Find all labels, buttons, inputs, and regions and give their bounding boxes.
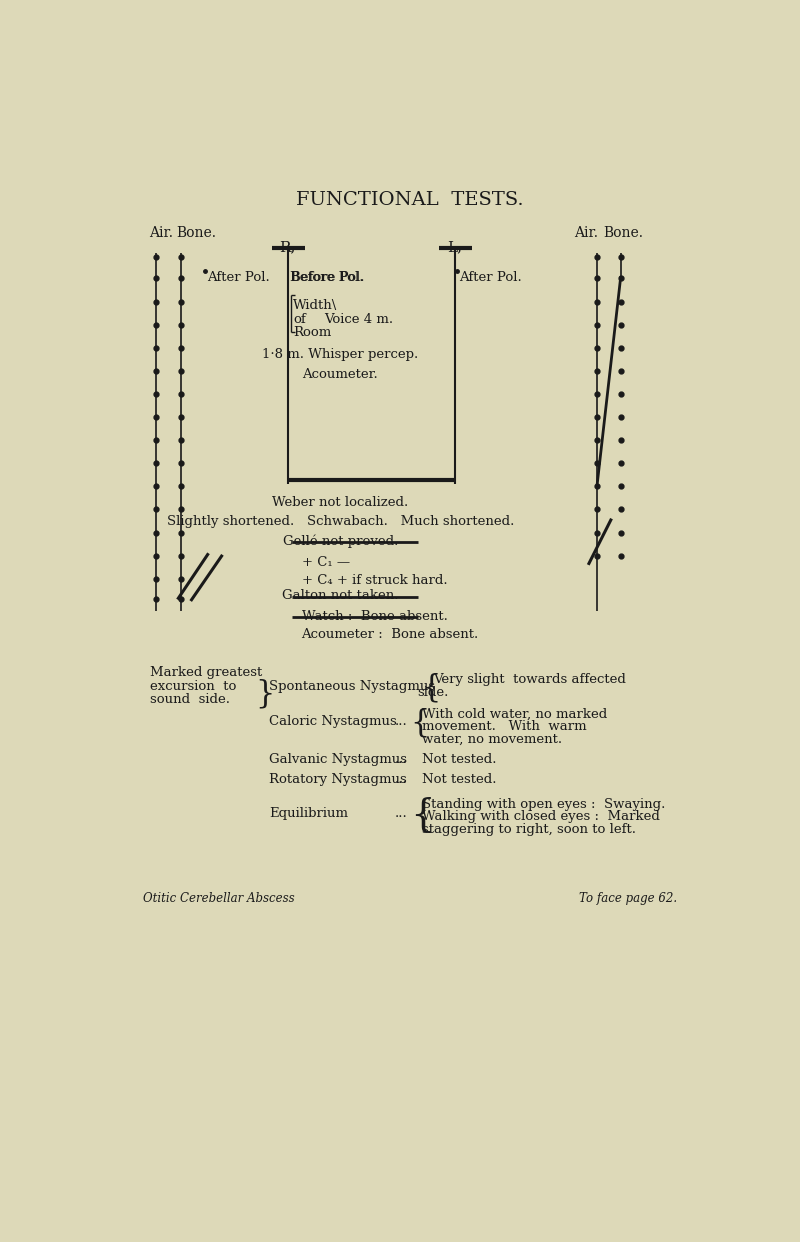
Text: Equilibrium: Equilibrium bbox=[269, 807, 348, 821]
Text: staggering to right, soon to left.: staggering to right, soon to left. bbox=[422, 822, 637, 836]
Text: Watch :  Bone absent.: Watch : Bone absent. bbox=[302, 610, 447, 622]
Text: L,: L, bbox=[447, 240, 462, 253]
Text: movement.   With  warm: movement. With warm bbox=[422, 720, 587, 733]
Text: Rotatory Nystagmus: Rotatory Nystagmus bbox=[269, 773, 406, 786]
Text: side.: side. bbox=[418, 687, 449, 699]
Text: {: { bbox=[410, 797, 434, 835]
Text: Air.: Air. bbox=[574, 226, 598, 240]
Text: ...: ... bbox=[394, 754, 407, 766]
Text: Before Pol.: Before Pol. bbox=[290, 271, 363, 283]
Text: {: { bbox=[410, 707, 430, 738]
Text: + C₄ + if struck hard.: + C₄ + if struck hard. bbox=[302, 574, 447, 587]
Text: }: } bbox=[255, 679, 274, 709]
Text: Very slight  towards affected: Very slight towards affected bbox=[434, 673, 626, 686]
Text: FUNCTIONAL  TESTS.: FUNCTIONAL TESTS. bbox=[296, 191, 524, 210]
Text: of: of bbox=[293, 313, 306, 327]
Text: Bone.: Bone. bbox=[603, 226, 643, 240]
Text: With cold water, no marked: With cold water, no marked bbox=[422, 708, 608, 722]
Text: After Pol.: After Pol. bbox=[207, 271, 270, 283]
Text: To face page 62.: To face page 62. bbox=[579, 892, 678, 905]
Text: R,: R, bbox=[279, 240, 296, 253]
Text: water, no movement.: water, no movement. bbox=[422, 733, 562, 745]
Text: Room: Room bbox=[293, 327, 331, 339]
Text: ...: ... bbox=[394, 807, 407, 821]
Text: Weber not localized.: Weber not localized. bbox=[272, 496, 408, 508]
Text: Gellé not proved.: Gellé not proved. bbox=[282, 534, 398, 548]
Text: Slightly shortened.   Schwabach.   Much shortened.: Slightly shortened. Schwabach. Much shor… bbox=[166, 514, 514, 528]
Text: 1·8 m. Whisper percep.: 1·8 m. Whisper percep. bbox=[262, 348, 418, 360]
Text: sound  side.: sound side. bbox=[150, 693, 230, 705]
Text: After Pol.: After Pol. bbox=[459, 271, 522, 283]
Text: Galton not taken.: Galton not taken. bbox=[282, 590, 398, 602]
Text: Bone.: Bone. bbox=[176, 226, 216, 240]
Text: Marked greatest: Marked greatest bbox=[150, 667, 262, 679]
Text: Spontaneous Nystagmus: Spontaneous Nystagmus bbox=[269, 679, 435, 693]
Text: Walking with closed eyes :  Marked: Walking with closed eyes : Marked bbox=[422, 811, 660, 823]
Text: + C₁ —: + C₁ — bbox=[302, 555, 350, 569]
Text: ...: ... bbox=[394, 715, 407, 728]
Text: Caloric Nystagmus: Caloric Nystagmus bbox=[269, 715, 397, 728]
Text: Otitic Cerebellar Abscess: Otitic Cerebellar Abscess bbox=[142, 892, 294, 905]
Text: Not tested.: Not tested. bbox=[422, 773, 497, 786]
Text: Width\: Width\ bbox=[293, 299, 338, 312]
Text: {: { bbox=[422, 673, 441, 704]
Text: excursion  to: excursion to bbox=[150, 679, 237, 693]
Text: ...: ... bbox=[394, 773, 407, 786]
Text: Before Pol.: Before Pol. bbox=[291, 271, 365, 283]
Text: Galvanic Nystagmus: Galvanic Nystagmus bbox=[269, 754, 407, 766]
Text: Voice 4 m.: Voice 4 m. bbox=[324, 313, 393, 327]
Text: Standing with open eyes :  Swaying.: Standing with open eyes : Swaying. bbox=[422, 799, 666, 811]
Text: Acoumeter :  Bone absent.: Acoumeter : Bone absent. bbox=[302, 628, 478, 641]
Text: Not tested.: Not tested. bbox=[422, 754, 497, 766]
Text: Air.: Air. bbox=[149, 226, 173, 240]
Text: Acoumeter.: Acoumeter. bbox=[302, 369, 378, 381]
